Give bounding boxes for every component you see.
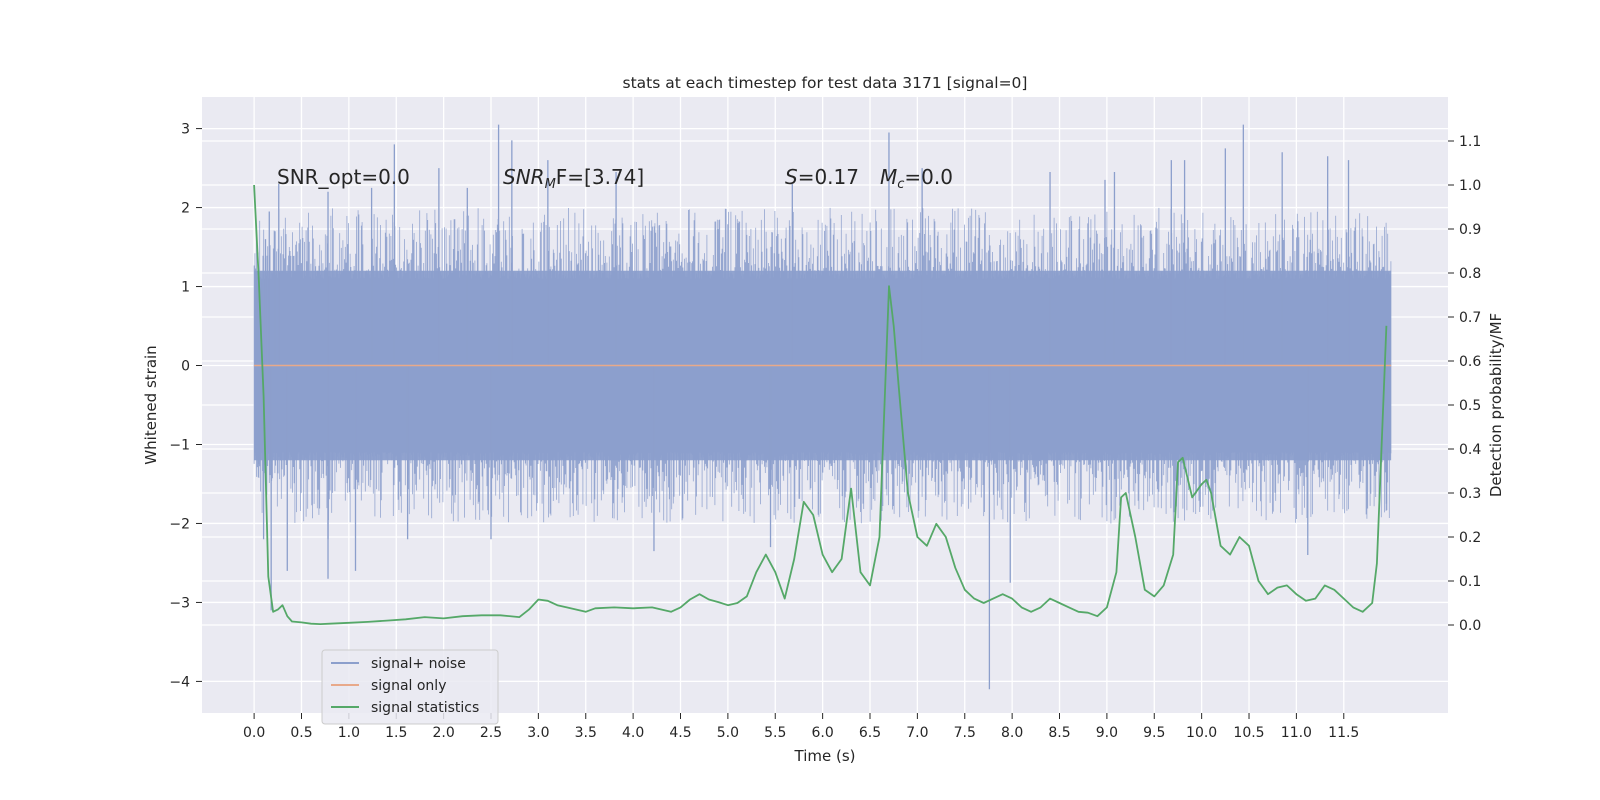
y-right-tick-label: 0.2	[1459, 530, 1481, 546]
x-tick-label: 11.0	[1281, 725, 1312, 741]
y-axis-label: Whitened strain	[142, 345, 160, 464]
legend-label-signal-statistics: signal statistics	[371, 700, 479, 716]
y-tick-label: 1	[181, 280, 190, 296]
x-tick-label: 7.5	[954, 725, 976, 741]
annotation-mc: Mc=0.0	[880, 165, 953, 192]
ticks: 0.0 0.5 1.0 1.5 2.0 2.5 3.0 3.5 4.0 4.5 5.0 5.5 6.0 6…	[169, 122, 1481, 741]
y-right-tick-label: 1.1	[1459, 134, 1481, 150]
series-signal-statistics	[253, 184, 1388, 625]
x-tick-label: 1.5	[385, 725, 407, 741]
annotation-s: S=0.17	[785, 165, 859, 189]
y-right-tick-label: 1.0	[1459, 178, 1481, 194]
x-tick-label: 10.0	[1186, 725, 1217, 741]
legend-label-signal-noise: signal+ noise	[371, 656, 466, 672]
x-tick-label: 3.0	[527, 725, 549, 741]
y-tick-label: 2	[181, 201, 190, 217]
x-tick-label: 8.0	[1001, 725, 1023, 741]
x-tick-label: 1.0	[338, 725, 360, 741]
legend: signal+ noise signal only signal statist…	[321, 649, 499, 725]
y-tick-label: 0	[181, 359, 190, 375]
y-right-tick-label: 0.5	[1459, 398, 1481, 414]
x-tick-label: 8.5	[1048, 725, 1070, 741]
y-tick-label: −1	[169, 437, 190, 453]
x-tick-label: 2.0	[432, 725, 454, 741]
y-right-tick-label: 0.3	[1459, 486, 1481, 502]
y-tick-label: −4	[169, 674, 190, 690]
y-right-tick-label: 0.4	[1459, 442, 1481, 458]
y-right-tick-label: 0.0	[1459, 618, 1481, 634]
x-axis-label: Time (s)	[794, 747, 856, 765]
x-tick-label: 6.5	[859, 725, 881, 741]
x-tick-label: 10.5	[1233, 725, 1264, 741]
y-right-tick-label: 0.7	[1459, 310, 1481, 326]
x-tick-label: 3.5	[575, 725, 597, 741]
x-tick-label: 4.0	[622, 725, 644, 741]
x-tick-label: 9.0	[1096, 725, 1118, 741]
y-right-tick-label: 0.6	[1459, 354, 1481, 370]
annotation-snr-opt: SNR_opt=0.0	[277, 165, 410, 189]
x-tick-label: 0.5	[290, 725, 312, 741]
y-right-tick-label: 0.1	[1459, 574, 1481, 590]
x-tick-label: 5.0	[717, 725, 739, 741]
legend-label-signal-only: signal only	[371, 678, 446, 694]
y-right-tick-label: 0.8	[1459, 266, 1481, 282]
x-tick-label: 11.5	[1328, 725, 1359, 741]
x-tick-label: 4.5	[669, 725, 691, 741]
y-tick-label: −3	[169, 595, 190, 611]
y-tick-label: 3	[181, 122, 190, 138]
annotation-snr-mf: SNRMF=[3.74]	[503, 165, 644, 192]
y-axis-right-label: Detection probability/MF	[1487, 313, 1505, 497]
x-tick-label: 7.0	[906, 725, 928, 741]
y-tick-label: −2	[169, 516, 190, 532]
chart-title: stats at each timestep for test data 317…	[623, 74, 1028, 92]
y-right-tick-label: 0.9	[1459, 222, 1481, 238]
x-tick-label: 5.5	[764, 725, 786, 741]
x-tick-label: 2.5	[480, 725, 502, 741]
legend-frame	[321, 649, 499, 725]
signal-statistics-line	[253, 184, 1388, 625]
x-tick-label: 6.0	[811, 725, 833, 741]
x-tick-label: 0.0	[243, 725, 265, 741]
annotations: SNR_opt=0.0 SNRMF=[3.74] S=0.17 Mc=0.0	[277, 165, 953, 192]
x-tick-label: 9.5	[1143, 725, 1165, 741]
